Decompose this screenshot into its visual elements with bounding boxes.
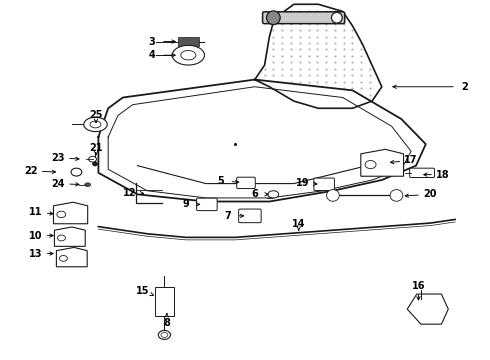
Polygon shape [54, 227, 85, 246]
Text: 4: 4 [149, 50, 155, 60]
Ellipse shape [181, 50, 196, 60]
Ellipse shape [90, 121, 101, 128]
FancyBboxPatch shape [314, 178, 334, 190]
Ellipse shape [390, 190, 403, 201]
Text: 24: 24 [51, 179, 65, 189]
Text: 16: 16 [412, 281, 425, 291]
Text: 20: 20 [423, 189, 437, 199]
Ellipse shape [89, 156, 97, 162]
Polygon shape [56, 247, 87, 267]
Ellipse shape [267, 11, 280, 24]
Text: 6: 6 [251, 189, 258, 199]
Ellipse shape [84, 117, 107, 132]
Ellipse shape [85, 183, 91, 186]
FancyBboxPatch shape [237, 177, 255, 189]
Text: 12: 12 [123, 188, 137, 198]
Text: 22: 22 [24, 166, 38, 176]
Text: 15: 15 [136, 286, 149, 296]
Text: 5: 5 [217, 176, 224, 186]
Polygon shape [53, 202, 88, 224]
Ellipse shape [158, 330, 171, 339]
FancyBboxPatch shape [239, 209, 261, 223]
FancyBboxPatch shape [410, 168, 435, 177]
FancyBboxPatch shape [196, 198, 217, 211]
Text: 19: 19 [296, 178, 309, 188]
Polygon shape [407, 294, 448, 324]
Ellipse shape [57, 211, 66, 218]
Ellipse shape [59, 256, 68, 261]
Ellipse shape [57, 235, 66, 241]
Bar [155, 287, 174, 316]
Polygon shape [98, 80, 426, 202]
Text: 17: 17 [404, 155, 418, 165]
Text: 9: 9 [183, 199, 190, 210]
Text: 23: 23 [51, 153, 65, 163]
Polygon shape [361, 149, 404, 176]
Text: 2: 2 [462, 82, 468, 92]
Ellipse shape [365, 161, 376, 168]
Ellipse shape [172, 45, 204, 65]
Ellipse shape [268, 191, 279, 198]
Text: 3: 3 [149, 37, 155, 46]
Text: 7: 7 [224, 211, 231, 221]
Ellipse shape [327, 190, 339, 201]
Text: 25: 25 [89, 111, 103, 121]
Ellipse shape [161, 332, 168, 337]
Text: 21: 21 [89, 143, 103, 153]
FancyBboxPatch shape [263, 12, 344, 24]
Ellipse shape [71, 168, 82, 176]
Text: 8: 8 [163, 319, 170, 328]
Ellipse shape [93, 162, 98, 166]
Text: 13: 13 [29, 248, 43, 258]
Text: 14: 14 [292, 219, 305, 229]
Bar [177, 37, 199, 46]
Text: 11: 11 [29, 207, 43, 217]
Ellipse shape [331, 12, 342, 23]
Text: 18: 18 [436, 170, 450, 180]
Text: 10: 10 [29, 231, 43, 240]
Polygon shape [255, 4, 382, 108]
